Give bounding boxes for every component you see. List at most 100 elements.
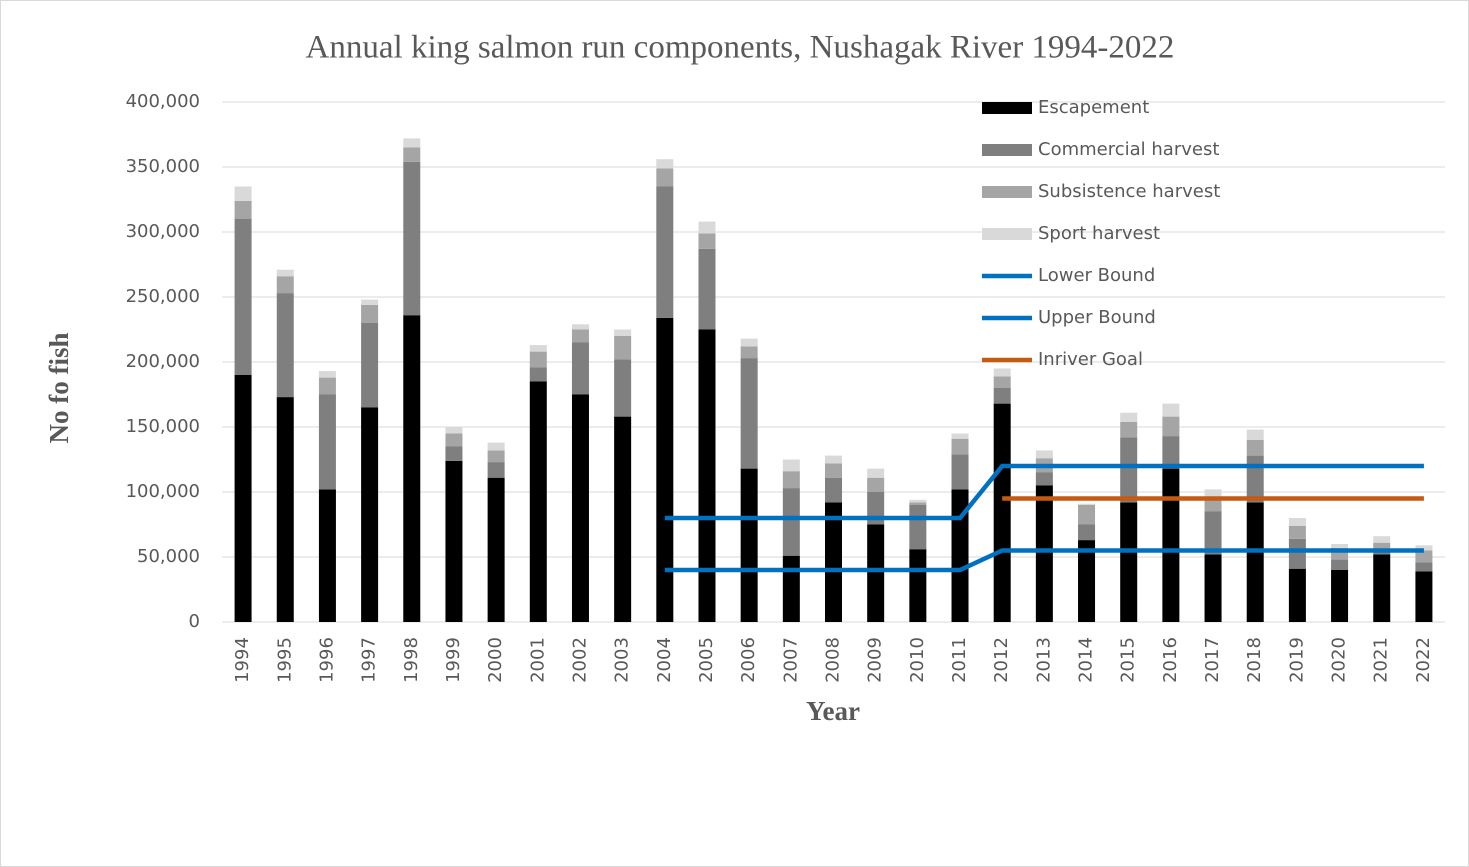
bar-segment [529, 381, 547, 622]
bar-segment [1078, 503, 1096, 505]
x-tick-label: 2015 [1118, 637, 1139, 683]
bar-segment [825, 463, 842, 478]
bar-segment [993, 388, 1011, 404]
bar-segment [951, 438, 969, 455]
x-tick-label: 2013 [1033, 637, 1054, 683]
bar-segment [614, 416, 632, 622]
bar-segment [909, 502, 927, 505]
bar-segment [487, 442, 505, 451]
bar-segment [1204, 511, 1222, 555]
bar-segment [1120, 502, 1138, 622]
x-tick-label: 2002 [569, 637, 590, 683]
bar-segment [1120, 437, 1138, 503]
bar-segment [782, 459, 800, 472]
bar-segment [234, 200, 252, 219]
bar-segment [1415, 550, 1433, 563]
bar-segment [698, 248, 716, 330]
x-tick-label: 2009 [865, 637, 886, 683]
bar-segment [1288, 568, 1306, 622]
bar-segment [445, 460, 463, 622]
bar-segment [1331, 570, 1349, 622]
bar-segment [487, 462, 505, 478]
bar-segment [867, 477, 885, 492]
x-tick-label: 2017 [1202, 637, 1223, 683]
bar-segment [614, 359, 632, 417]
legend-label: Lower Bound [1038, 265, 1155, 286]
bar-segment [487, 450, 505, 463]
bar-segment [867, 524, 885, 622]
bar-segment [951, 489, 969, 622]
x-tick-label: 2001 [527, 637, 548, 683]
y-tick-label: 250,000 [126, 286, 200, 307]
x-tick-label: 2016 [1160, 637, 1181, 683]
y-tick-label: 50,000 [137, 546, 200, 567]
legend-swatch [982, 144, 1032, 156]
bar-segment [1120, 421, 1138, 438]
bar-segment [1162, 403, 1180, 417]
bar-segment [1373, 551, 1391, 555]
legend-label: Upper Bound [1038, 307, 1156, 328]
bar-segment [403, 147, 421, 162]
bar-segment [698, 329, 716, 622]
bar-segment [656, 186, 674, 318]
bar-segment [234, 219, 252, 375]
bar-segment [318, 394, 336, 490]
bar-segment [276, 397, 294, 622]
x-tick-label: 2008 [823, 637, 844, 683]
bar-segment [825, 502, 842, 622]
x-axis-title: Year [806, 696, 860, 726]
bar-segment [1373, 542, 1391, 552]
x-tick-label: 1998 [401, 637, 422, 683]
bar-segment [1120, 412, 1138, 422]
bar-segment [318, 377, 336, 395]
x-tick-label: 2007 [780, 637, 801, 683]
y-tick-label: 400,000 [126, 91, 200, 112]
x-tick-label: 1996 [316, 637, 337, 683]
bar-segment [1035, 485, 1053, 622]
bar-segment [1204, 554, 1222, 622]
bar-segment [1246, 440, 1264, 456]
bar-segment [1162, 468, 1180, 622]
bar-segment [318, 371, 336, 378]
legend-label: Sport harvest [1038, 223, 1160, 244]
bar-segment [740, 358, 758, 469]
bar-segment [361, 323, 379, 408]
bar-segment [403, 161, 421, 316]
bar-segment [909, 549, 927, 622]
chart-title: Annual king salmon run components, Nusha… [306, 30, 1175, 66]
legend-label: Escapement [1038, 97, 1149, 118]
legend-label: Commercial harvest [1038, 139, 1219, 160]
bar-segment [1415, 545, 1433, 551]
bar-segment [1078, 505, 1096, 525]
bar-segment [951, 433, 969, 439]
bar-segment [1373, 554, 1391, 622]
line-series [664, 548, 1424, 573]
bar-segment [993, 403, 1011, 622]
bar-segment [529, 367, 547, 382]
x-tick-label: 2004 [654, 637, 675, 683]
bar-segment [656, 159, 674, 169]
bar-segment [1415, 571, 1433, 622]
bar-segment [909, 499, 927, 503]
bar-segment [361, 407, 379, 622]
bar-segment [276, 276, 294, 294]
legend-swatch [982, 186, 1032, 198]
bar-segment [867, 468, 885, 478]
bar-segment [276, 293, 294, 398]
bar-segment [571, 329, 589, 343]
x-tick-label: 1997 [359, 637, 380, 683]
x-tick-label: 2020 [1329, 637, 1350, 683]
bar-segment [1288, 538, 1306, 569]
bar-segment [487, 477, 505, 622]
y-tick-label: 100,000 [126, 481, 200, 502]
bar-segment [1415, 562, 1433, 572]
bar-segment [403, 138, 421, 148]
x-tick-label: 2014 [1076, 637, 1097, 683]
bar-segment [1162, 416, 1180, 437]
x-tick-label: 2006 [738, 637, 759, 683]
bar-segment [1246, 429, 1264, 440]
bar-segment [276, 269, 294, 277]
bar-segment [571, 342, 589, 395]
bar-segment [571, 394, 589, 622]
